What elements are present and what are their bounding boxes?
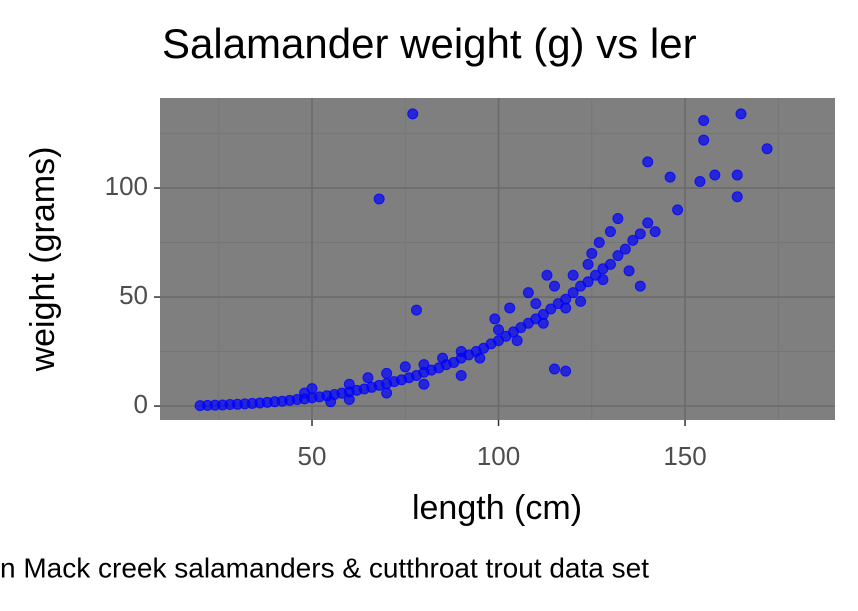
point — [545, 303, 557, 315]
point — [343, 394, 355, 406]
point — [619, 243, 631, 255]
point — [649, 226, 661, 238]
y-tick-label: 100 — [105, 171, 148, 201]
x-tick-label: 100 — [477, 441, 520, 471]
point — [761, 143, 773, 155]
point — [504, 302, 516, 314]
point — [381, 387, 393, 399]
point — [325, 396, 337, 408]
point — [642, 156, 654, 168]
point — [604, 226, 616, 238]
point — [709, 169, 721, 181]
point — [582, 258, 594, 270]
panel — [160, 98, 835, 420]
point — [698, 114, 710, 126]
point — [418, 378, 430, 390]
point — [731, 191, 743, 203]
point — [567, 269, 579, 281]
point — [586, 247, 598, 259]
point — [522, 287, 534, 299]
point — [604, 258, 616, 270]
point — [634, 280, 646, 292]
y-tick-label: 0 — [134, 389, 148, 419]
point — [731, 169, 743, 181]
point — [582, 276, 594, 288]
y-tick-label: 50 — [119, 280, 148, 310]
point — [299, 387, 311, 399]
point — [343, 378, 355, 390]
point — [407, 108, 419, 120]
point — [530, 298, 542, 310]
point — [735, 108, 747, 120]
point — [672, 204, 684, 216]
point — [627, 234, 639, 246]
point — [664, 171, 676, 183]
point — [567, 287, 579, 299]
point — [489, 313, 501, 325]
point — [455, 370, 467, 382]
point — [362, 372, 374, 384]
point — [612, 213, 624, 225]
point — [493, 324, 505, 336]
caption: n Mack creek salamanders & cutthroat tro… — [0, 552, 649, 583]
point — [537, 317, 549, 329]
point — [597, 274, 609, 286]
point — [381, 367, 393, 379]
x-tick-label: 150 — [663, 441, 706, 471]
point — [541, 269, 553, 281]
point — [593, 237, 605, 249]
x-axis-title: length (cm) — [412, 489, 582, 527]
point — [410, 304, 422, 316]
point — [575, 295, 587, 307]
x-tick-label: 50 — [298, 441, 327, 471]
point — [548, 363, 560, 375]
point — [560, 302, 572, 314]
y-axis-title: weight (grams) — [24, 147, 62, 373]
point — [455, 346, 467, 358]
point — [511, 335, 523, 347]
point — [612, 250, 624, 262]
point — [642, 217, 654, 229]
point — [474, 352, 486, 364]
point — [634, 228, 646, 240]
point — [548, 280, 560, 292]
point — [694, 175, 706, 187]
point — [437, 352, 449, 364]
chart-title: Salamander weight (g) vs ler — [162, 20, 697, 67]
point — [698, 134, 710, 146]
point — [399, 361, 411, 373]
point — [373, 193, 385, 205]
point — [560, 365, 572, 377]
point — [418, 359, 430, 371]
point — [623, 265, 635, 277]
